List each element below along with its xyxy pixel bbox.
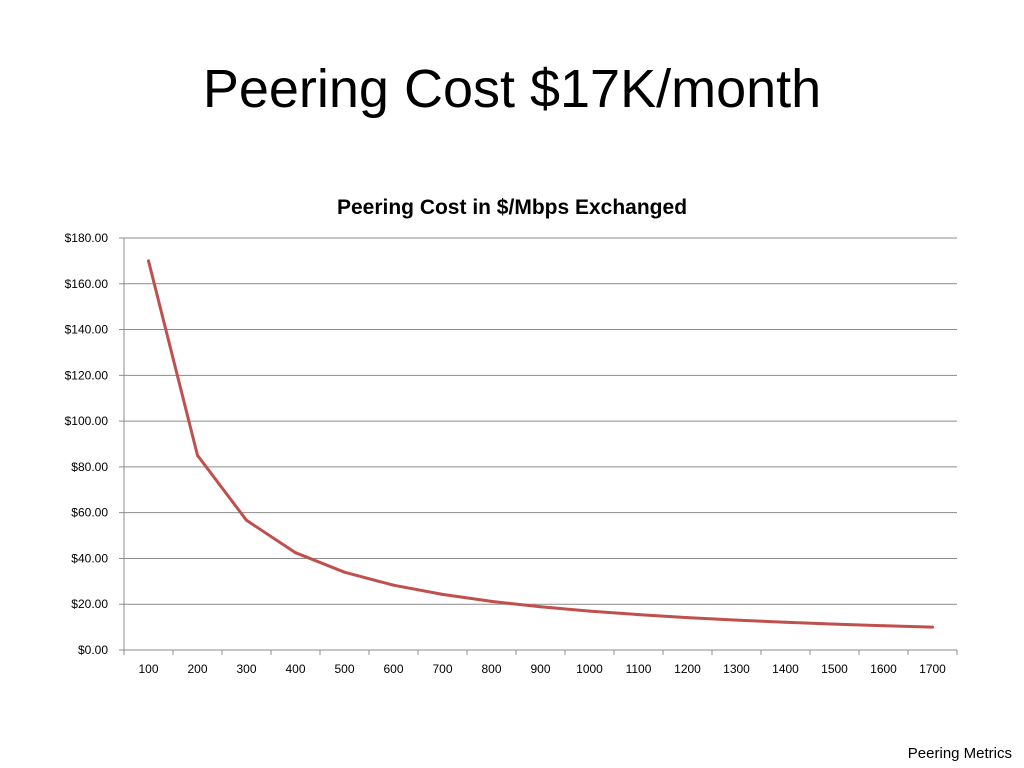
x-tick-label: 1500: [821, 662, 848, 676]
x-tick-label: 1200: [674, 662, 701, 676]
x-tick-label: 200: [187, 662, 207, 676]
x-tick-label: 700: [432, 662, 452, 676]
data-point: [245, 518, 248, 522]
series-line: [147, 260, 933, 629]
x-tick-label: 300: [236, 662, 256, 676]
data-point: [294, 551, 297, 555]
y-tick-label: $140.00: [65, 323, 109, 337]
data-point: [833, 622, 836, 626]
axes: [119, 237, 958, 655]
x-tick-label: 1400: [772, 662, 799, 676]
data-point: [392, 583, 395, 587]
y-tick-label: $40.00: [71, 551, 108, 565]
x-tick-label: 500: [334, 662, 354, 676]
data-point: [490, 599, 493, 603]
x-tick-label: 900: [530, 662, 550, 676]
y-tick-label: $60.00: [71, 506, 108, 520]
y-tick-label: $160.00: [65, 277, 109, 291]
data-point: [637, 613, 640, 617]
y-tick-label: $80.00: [71, 460, 108, 474]
data-point: [686, 616, 689, 620]
y-tick-label: $120.00: [65, 368, 109, 382]
y-tick-label: $180.00: [65, 231, 109, 245]
data-point: [147, 259, 150, 263]
y-tick-label: $20.00: [71, 597, 108, 611]
data-point: [588, 609, 591, 613]
x-tick-label: 1700: [919, 662, 946, 676]
x-tick-label: 600: [383, 662, 403, 676]
data-point: [784, 620, 787, 624]
series-layer: [147, 259, 934, 629]
data-point: [735, 618, 738, 622]
chart-title: Peering Cost in $/Mbps Exchanged: [337, 196, 687, 219]
x-tick-label: 1100: [626, 662, 652, 676]
tick-labels: $0.00 $20.00 $40.00 $60.00 $80.00 $100.00 $120…: [65, 231, 947, 676]
footer-text: Peering Metrics: [907, 745, 1012, 762]
x-tick-label: 1000: [576, 662, 603, 676]
y-tick-label: $0.00: [78, 643, 108, 657]
slide-title: Peering Cost $17K/month: [202, 59, 822, 119]
x-tick-label: 1300: [723, 662, 750, 676]
data-point: [343, 570, 346, 574]
x-tick-label: 100: [138, 662, 158, 676]
gridlines: [124, 237, 957, 605]
x-tick-label: 400: [285, 662, 305, 676]
data-point: [931, 625, 934, 629]
data-point: [539, 605, 542, 609]
data-point: [441, 592, 444, 596]
y-tick-label: $100.00: [65, 414, 109, 428]
x-tick-label: 1600: [870, 662, 897, 676]
data-point: [882, 624, 885, 628]
x-tick-label: 800: [481, 662, 501, 676]
data-point: [196, 453, 199, 457]
